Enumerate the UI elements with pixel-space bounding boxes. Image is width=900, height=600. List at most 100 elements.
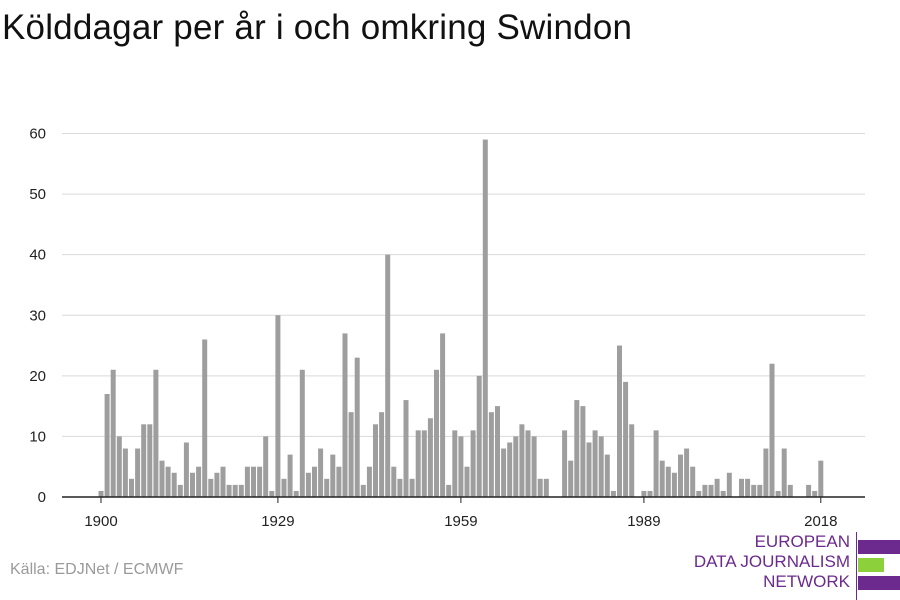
x-tick-label: 1929 <box>261 513 294 530</box>
bar <box>214 472 220 497</box>
bar <box>287 454 293 497</box>
y-tick-label: 60 <box>29 126 46 143</box>
bar <box>775 490 781 497</box>
bar <box>488 412 494 497</box>
bar <box>336 466 342 497</box>
edjnet-logo[interactable]: EUROPEAN DATA JOURNALISM NETWORK <box>694 532 900 600</box>
x-tick-label: 1989 <box>627 513 660 530</box>
bar <box>690 466 696 497</box>
bar <box>324 478 330 497</box>
chart-title: Kölddagar per år i och omkring Swindon <box>2 8 633 47</box>
bar <box>647 490 653 497</box>
y-tick-label: 0 <box>38 489 46 506</box>
bar <box>244 466 250 497</box>
bar <box>226 484 232 497</box>
y-tick-label: 30 <box>29 307 46 324</box>
bar <box>373 424 378 497</box>
bar <box>702 484 708 497</box>
bar <box>391 466 397 497</box>
bar <box>617 345 622 497</box>
bar <box>366 466 372 497</box>
bar <box>98 490 104 497</box>
bar <box>659 460 665 497</box>
bar <box>434 369 439 497</box>
bar <box>251 466 256 497</box>
bar <box>562 430 568 497</box>
bar <box>543 478 549 497</box>
bar <box>263 436 269 497</box>
bar <box>360 484 366 497</box>
bar <box>153 369 159 497</box>
bar <box>129 478 134 497</box>
bar <box>574 400 580 497</box>
bar <box>726 472 732 497</box>
bar <box>818 460 824 497</box>
bar <box>696 490 702 497</box>
bar <box>568 460 574 497</box>
x-tick-label: 2018 <box>804 513 837 530</box>
bar <box>177 484 183 497</box>
x-tick-label: 1900 <box>84 513 117 530</box>
bar <box>665 466 671 497</box>
bar <box>183 442 189 497</box>
bar <box>318 448 324 497</box>
bar <box>421 430 427 497</box>
bar <box>470 430 476 497</box>
bar <box>751 484 757 497</box>
logo-bar-purple-bottom <box>858 576 900 590</box>
bar <box>190 472 195 497</box>
bar <box>293 490 299 497</box>
bar <box>305 472 311 497</box>
bar <box>714 478 720 497</box>
bar <box>238 484 244 497</box>
bar <box>641 490 647 497</box>
bar <box>269 490 275 497</box>
bar <box>623 381 629 497</box>
bar <box>458 436 464 497</box>
bar-series <box>98 139 824 498</box>
bar <box>165 466 171 497</box>
bar <box>409 478 415 497</box>
bar <box>202 339 208 497</box>
bar <box>495 406 500 498</box>
bar <box>275 315 281 497</box>
bar <box>299 369 305 497</box>
bar <box>312 466 317 497</box>
bar <box>110 369 116 497</box>
bar <box>604 454 610 497</box>
bar <box>684 448 690 497</box>
bar <box>678 454 683 497</box>
bar <box>482 139 488 497</box>
bar <box>379 412 385 497</box>
bar <box>281 478 287 497</box>
bar <box>513 436 519 497</box>
bar <box>159 460 165 497</box>
bar <box>537 478 543 497</box>
bar <box>196 466 202 497</box>
bar <box>330 454 336 497</box>
logo-line-2: DATA JOURNALISM <box>693 552 850 571</box>
bar <box>806 484 812 497</box>
bar <box>531 436 537 497</box>
bar <box>580 406 586 498</box>
bar <box>586 442 592 497</box>
bar <box>415 430 421 497</box>
bar <box>342 333 348 497</box>
bar <box>452 430 458 497</box>
bar <box>116 436 122 497</box>
bar <box>440 333 446 497</box>
bar <box>208 478 214 497</box>
bar <box>629 424 635 497</box>
y-axis-ticks: 0 10 20 30 40 50 60 <box>29 126 46 507</box>
bar <box>610 490 616 497</box>
bar <box>598 436 604 497</box>
bar <box>171 472 177 497</box>
bar <box>232 484 238 497</box>
bar <box>122 448 128 497</box>
bar <box>403 400 409 497</box>
bar <box>501 448 507 497</box>
bar <box>739 478 744 497</box>
y-tick-label: 40 <box>29 247 46 264</box>
y-tick-label: 10 <box>29 428 46 445</box>
